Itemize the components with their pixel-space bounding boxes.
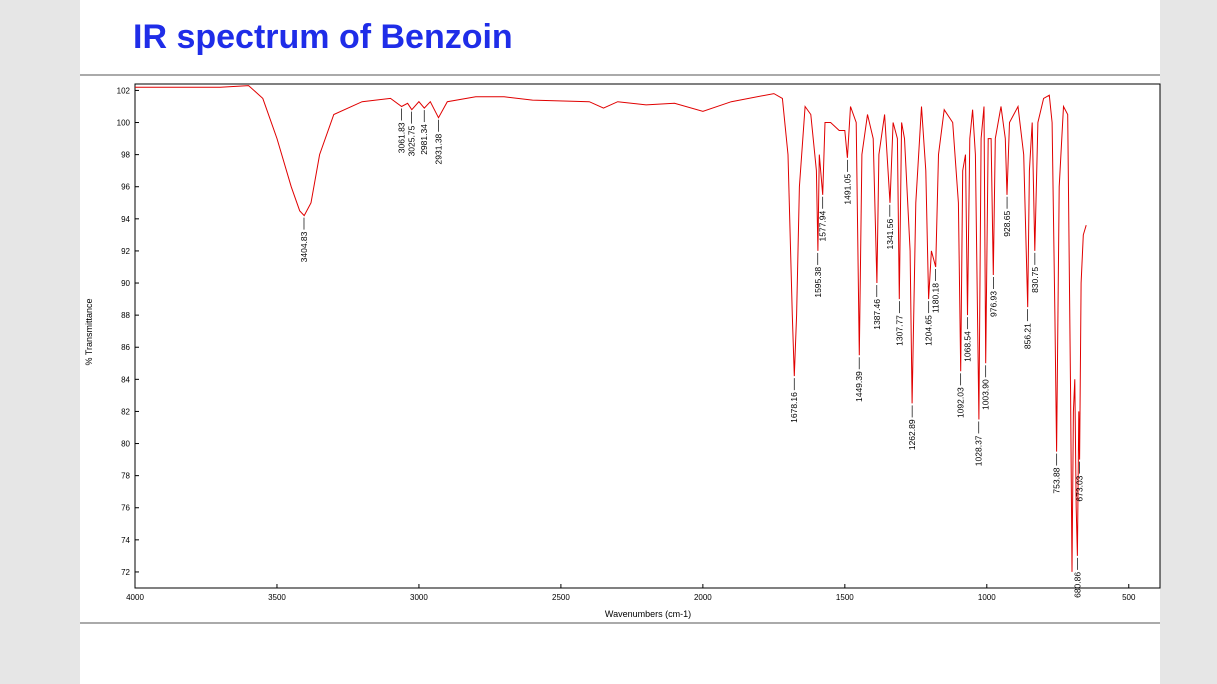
peak-label: 1028.37	[974, 435, 984, 466]
y-tick-label: 90	[121, 279, 130, 288]
peak-label: 1180.18	[931, 283, 941, 313]
x-tick-label: 2500	[552, 593, 570, 602]
peak-label: 1387.46	[872, 299, 882, 330]
peak-label: 976.93	[988, 291, 998, 317]
y-tick-label: 100	[117, 119, 131, 128]
y-tick-label: 88	[121, 311, 130, 320]
peak-label: 1341.56	[885, 219, 895, 250]
x-tick-label: 1000	[978, 593, 996, 602]
peak-label: 673.03	[1075, 475, 1085, 501]
peak-label: 1595.38	[813, 267, 823, 298]
y-tick-label: 92	[121, 247, 130, 256]
chart-title: IR spectrum of Benzoin	[133, 18, 513, 56]
slide-background	[80, 0, 1160, 684]
y-tick-label: 82	[121, 407, 130, 416]
x-tick-label: 1500	[836, 593, 854, 602]
spectrum-line	[135, 85, 1087, 572]
peak-label: 2931.38	[433, 133, 443, 164]
y-tick-label: 96	[121, 183, 130, 192]
peak-label: 1307.77	[894, 315, 904, 346]
peak-label: 830.75	[1030, 267, 1040, 293]
peak-label: 1068.54	[962, 331, 972, 362]
y-tick-label: 98	[121, 151, 130, 160]
x-axis-label: Wavenumbers (cm-1)	[605, 609, 691, 619]
peak-label: 928.65	[1002, 210, 1012, 236]
peak-label: 3061.83	[396, 122, 406, 153]
y-tick-label: 84	[121, 375, 130, 384]
y-tick-label: 76	[121, 504, 130, 513]
y-axis-label: % Transmittance	[84, 298, 94, 365]
peak-label: 2981.34	[419, 124, 429, 155]
peak-label: 3404.83	[299, 231, 309, 262]
y-tick-label: 78	[121, 472, 130, 481]
x-tick-label: 3500	[268, 593, 286, 602]
peak-label: 856.21	[1023, 323, 1033, 349]
y-tick-label: 102	[117, 86, 131, 95]
peak-label: 1491.05	[842, 174, 852, 205]
y-tick-label: 74	[121, 536, 130, 545]
peak-label: 3025.75	[407, 125, 417, 156]
peak-label: 1262.89	[907, 419, 917, 450]
peak-label: 753.88	[1052, 467, 1062, 493]
x-tick-label: 2000	[694, 593, 712, 602]
x-tick-label: 500	[1122, 593, 1136, 602]
peak-label: 1003.90	[981, 379, 991, 410]
peak-label: 1092.03	[956, 387, 966, 418]
peak-label: 1678.16	[789, 392, 799, 423]
y-tick-label: 72	[121, 568, 130, 577]
x-tick-label: 3000	[410, 593, 428, 602]
peak-label: 1577.94	[818, 210, 828, 241]
peak-label: 1449.39	[854, 371, 864, 402]
peak-label: 680.86	[1072, 572, 1082, 598]
x-tick-label: 4000	[126, 593, 144, 602]
y-tick-label: 80	[121, 440, 130, 449]
plot-area	[134, 83, 1161, 589]
peak-label: 1204.65	[924, 315, 934, 346]
y-tick-label: 86	[121, 343, 130, 352]
y-tick-label: 94	[121, 215, 130, 224]
